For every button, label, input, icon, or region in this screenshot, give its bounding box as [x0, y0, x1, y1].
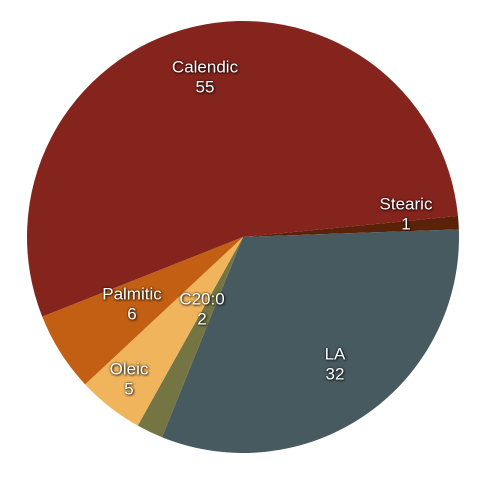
slice-value: 1: [401, 214, 410, 233]
pie-slice: [162, 229, 459, 453]
slice-label: Stearic: [380, 194, 433, 213]
slice-label: Palmitic: [102, 284, 162, 303]
pie-slice: [85, 237, 243, 426]
slice-value: 2: [197, 309, 206, 328]
slice-value: 5: [124, 379, 133, 398]
pie-slice: [243, 215, 459, 237]
slice-value: 32: [326, 364, 345, 383]
slice-value: 55: [196, 77, 215, 96]
pie-slice: [26, 20, 458, 317]
slice-value: 6: [127, 304, 136, 323]
slice-label: Oleic: [110, 359, 149, 378]
slice-label: C20:0: [179, 289, 224, 308]
pie-slice: [137, 237, 243, 438]
slice-label: LA: [325, 344, 346, 363]
pie-slice: [42, 237, 243, 385]
slice-label: Calendic: [172, 57, 239, 76]
